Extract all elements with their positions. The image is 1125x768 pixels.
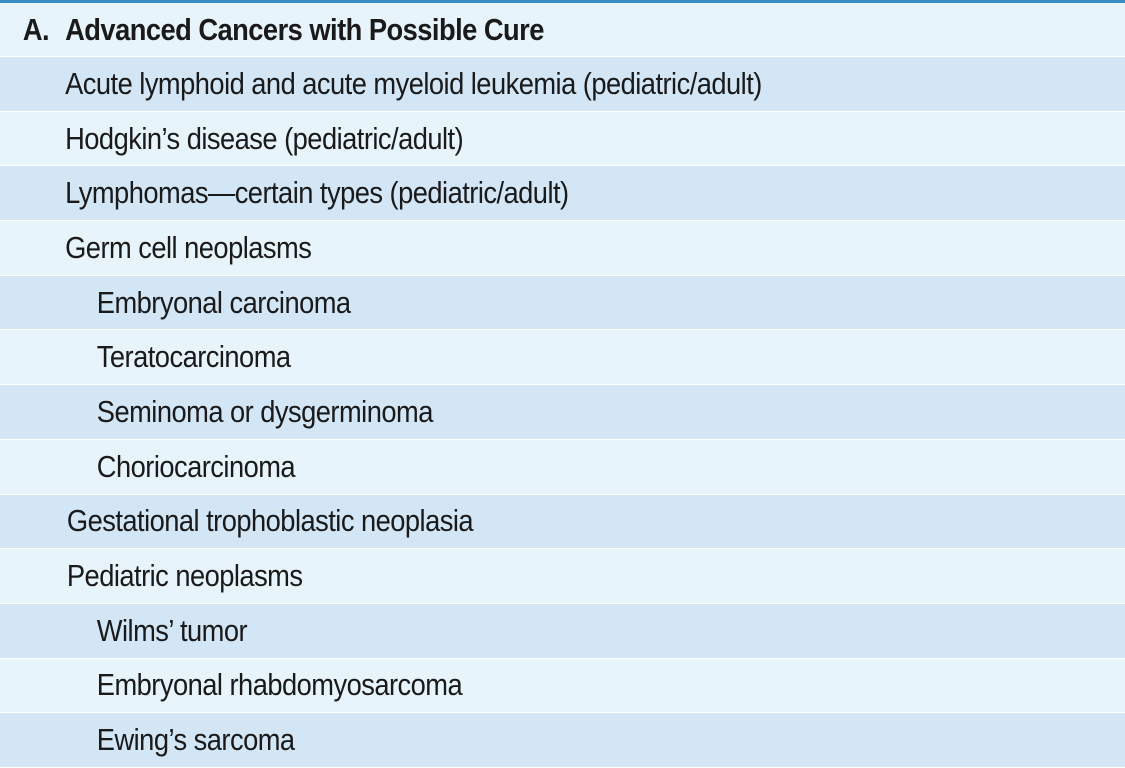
table-row: Lymphomas—certain types (pediatric/adult… [0, 166, 1125, 222]
table-row: Ewing’s sarcoma [0, 713, 1125, 768]
table-row: Germ cell neoplasms [0, 221, 1125, 276]
section-header: A. Advanced Cancers with Possible Cure [0, 3, 1125, 57]
row-label: Hodgkin’s disease (pediatric/adult) [65, 120, 464, 156]
row-label: Lymphomas—certain types (pediatric/adult… [65, 175, 569, 211]
row-label: Embryonal rhabdomyosarcoma [96, 667, 463, 703]
section-title: Advanced Cancers with Possible Cure [65, 11, 544, 47]
row-label: Wilms’ tumor [96, 612, 248, 648]
table-row: Embryonal carcinoma [0, 275, 1125, 331]
row-label: Embryonal carcinoma [96, 284, 351, 320]
table-row: Acute lymphoid and acute myeloid leukemi… [0, 57, 1125, 112]
table-row: Seminoma or dysgerminoma [0, 385, 1125, 440]
table-row: Embryonal rhabdomyosarcoma [0, 658, 1125, 714]
section-letter: A. [22, 11, 50, 47]
table-row: Gestational trophoblastic neoplasia [0, 494, 1125, 550]
row-label: Pediatric neoplasms [66, 558, 303, 594]
row-label: Gestational trophoblastic neoplasia [66, 503, 474, 539]
row-label: Seminoma or dysgerminoma [96, 393, 434, 429]
row-label: Acute lymphoid and acute myeloid leukemi… [65, 65, 762, 101]
table-row: Choriocarcinoma [0, 439, 1125, 495]
row-label: Germ cell neoplasms [65, 229, 312, 265]
row-label: Teratocarcinoma [96, 339, 291, 375]
row-label: Choriocarcinoma [96, 448, 296, 484]
section-header-text: A. Advanced Cancers with Possible Cure [0, 11, 545, 48]
table-row: Hodgkin’s disease (pediatric/adult) [0, 111, 1125, 167]
table-row: Pediatric neoplasms [0, 549, 1125, 604]
table-row: Wilms’ tumor [0, 603, 1125, 659]
table-row: Teratocarcinoma [0, 330, 1125, 386]
row-label: Ewing’s sarcoma [96, 722, 295, 758]
